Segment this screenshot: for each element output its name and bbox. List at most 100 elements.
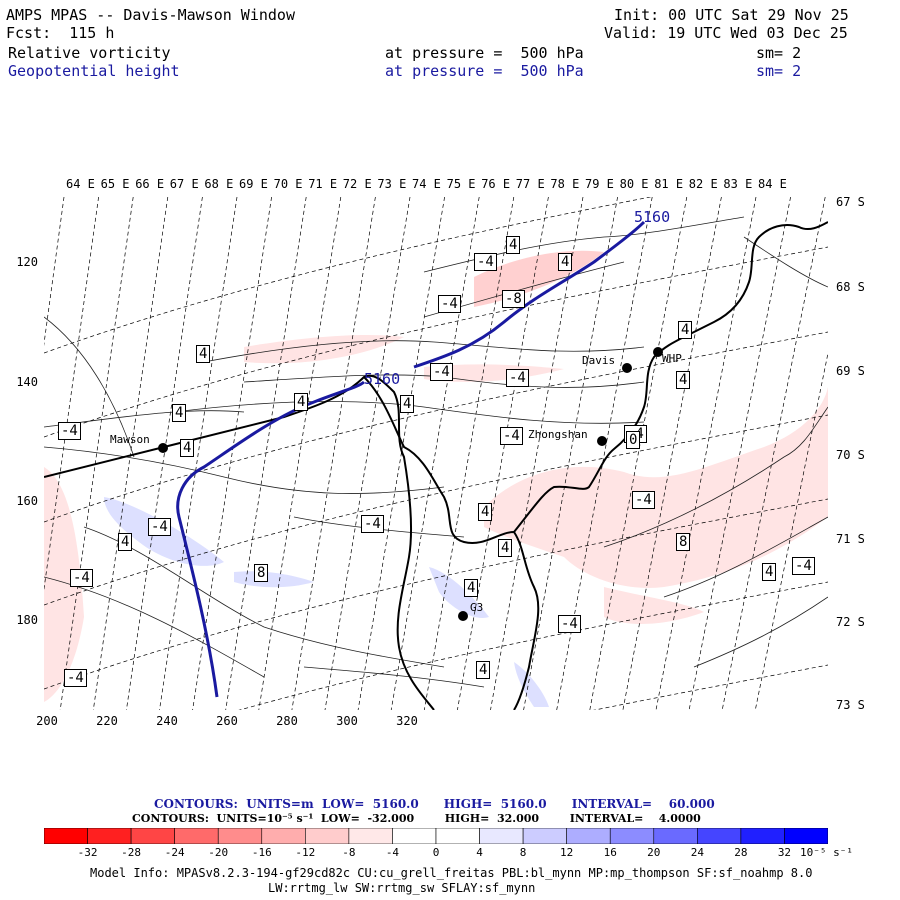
colorbar-swatch (217, 828, 263, 844)
vorticity-label: -4 (506, 369, 529, 387)
model-info-line2: LW:rrtmg_lw SW:rrtmg_sw SFLAY:sf_mynn (268, 881, 536, 895)
lat-label: 70 S (836, 448, 865, 462)
lon-label: 67 E (169, 177, 199, 191)
lon-label: 64 E (66, 177, 95, 191)
station-label-g3: G3 (470, 601, 484, 614)
lon-label: 65 E (100, 177, 130, 191)
colorbar-swatch (479, 828, 524, 844)
x-tick-label: 280 (276, 714, 298, 728)
vorticity-label: -4 (500, 427, 523, 445)
vorticity-label: 4 (172, 404, 187, 422)
lat-label: 73 S (836, 698, 865, 712)
lon-label: 80 E (619, 177, 649, 191)
y-tick-label: 180 (16, 613, 38, 627)
vorticity-label: 4 (676, 371, 691, 389)
lon-label: 66 E (135, 177, 165, 191)
colorbar-unit: 10⁻⁵ s⁻¹ (800, 846, 853, 859)
colorbar-label: -32 (77, 846, 98, 859)
vorticity-label: 4 (506, 236, 521, 254)
colorbar-label: -20 (208, 846, 229, 859)
lon-label: 68 E (204, 177, 234, 191)
vorticity-label: 8 (676, 533, 691, 551)
vorticity-label: -4 (632, 491, 655, 509)
model-info-line1: Model Info: MPASv8.2.3-194-gf29cd82c CU:… (90, 866, 813, 880)
y-tick-label: 120 (16, 255, 38, 269)
valid-time: Valid: 19 UTC Wed 03 Dec 25 (604, 24, 848, 42)
map-title: AMPS MPAS -- Davis-Mawson Window (6, 6, 295, 24)
lon-label: 79 E (585, 177, 614, 191)
colorbar-swatch (392, 828, 437, 844)
colorbar-swatch (261, 828, 306, 844)
lat-label: 72 S (836, 615, 865, 629)
colorbar-label: 8 (519, 846, 527, 859)
x-tick-label: 320 (396, 714, 418, 728)
colorbar-swatch (305, 828, 350, 844)
coastline (44, 221, 828, 710)
colorbar-label: 12 (560, 846, 574, 859)
height-contour-5160 (176, 220, 646, 698)
colorbar-swatch (784, 828, 828, 844)
vorticity-label: 4 (558, 253, 573, 271)
map-panel (44, 197, 828, 710)
colorbar-label: 4 (476, 846, 483, 859)
station-label-mawson: Mawson (110, 433, 150, 446)
lat-label: 69 S (836, 364, 865, 378)
vorticity-label: 4 (180, 439, 195, 457)
colorbar-swatch (87, 828, 132, 844)
vorticity-label: 4 (400, 395, 415, 413)
field2-pressure: at pressure = 500 hPa (385, 62, 584, 80)
vorticity-label: 4 (478, 503, 493, 521)
vorticity-label: 4 (762, 563, 777, 581)
station-markers (158, 347, 663, 621)
lon-label: 72 E (342, 177, 372, 191)
colorbar-label: -12 (295, 846, 316, 859)
colorbar-swatch (566, 828, 611, 844)
height-label-b: 5160 (364, 370, 401, 388)
colorbar-label: -4 (385, 846, 400, 859)
station-label-davis: Davis (582, 354, 616, 367)
colorbar-label: 0 (432, 846, 440, 859)
lon-label: 83 E (723, 177, 753, 191)
lon-label: 84 E (758, 177, 787, 191)
vorticity-label: 0 (626, 431, 641, 449)
y-tick-label: 160 (16, 494, 38, 508)
x-tick-label: 240 (156, 714, 178, 728)
colorbar-swatch (174, 828, 219, 844)
lon-label: 77 E (515, 177, 545, 191)
vorticity-label: -4 (64, 669, 87, 687)
station-label-whp: WHP (662, 352, 682, 365)
field1-smoothing: sm= 2 (756, 44, 802, 62)
lon-label: 78 E (550, 177, 580, 191)
lon-label: 70 E (273, 177, 303, 191)
vorticity-label: 4 (118, 533, 133, 551)
field2-smoothing: sm= 2 (756, 62, 802, 80)
lon-label: 81 E (654, 177, 684, 191)
x-tick-label: 200 (36, 714, 58, 728)
colorbar-label: 20 (647, 846, 661, 859)
colorbar-swatch (609, 828, 655, 844)
colorbar (44, 828, 828, 844)
station-davis-dot (622, 363, 632, 373)
caption-vorticity-contours: CONTOURS: UNITS=10⁻⁵ s⁻¹ LOW= -32.000 HI… (132, 812, 701, 825)
station-g3-dot (458, 611, 468, 621)
colorbar-label: 16 (603, 846, 617, 859)
height-label-a: 5160 (634, 208, 671, 226)
vorticity-contours (44, 216, 828, 688)
vorticity-label: 4 (464, 579, 479, 597)
field1-pressure: at pressure = 500 hPa (385, 44, 584, 62)
vorticity-label: -4 (792, 557, 815, 575)
colorbar-label: -28 (121, 846, 142, 859)
vorticity-label: 4 (498, 539, 513, 557)
colorbar-swatch (44, 828, 88, 844)
x-tick-label: 300 (336, 714, 358, 728)
vorticity-label: 4 (196, 345, 211, 363)
x-tick-label: 220 (96, 714, 118, 728)
vorticity-label: -4 (438, 295, 461, 313)
colorbar-swatch (697, 828, 742, 844)
lon-label: 69 E (239, 177, 268, 191)
lon-label: 71 E (308, 177, 338, 191)
station-whp-dot (653, 347, 663, 357)
lat-label: 71 S (836, 532, 865, 546)
vorticity-label: -4 (361, 515, 384, 533)
y-tick-label: 140 (16, 375, 38, 389)
